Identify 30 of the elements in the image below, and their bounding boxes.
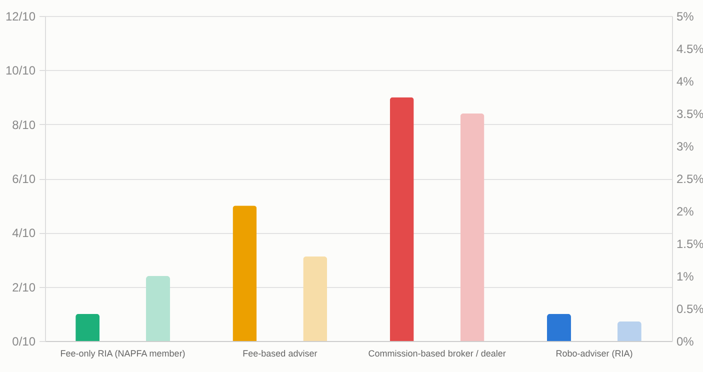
y-tick-label: 4/10 [12, 226, 36, 240]
bar [232, 206, 257, 341]
x-tick-label: Commission-based broker / dealer [368, 348, 506, 358]
y-tick-label: 8/10 [12, 118, 36, 132]
bar [617, 322, 642, 341]
y2-tick-label: 1% [676, 270, 694, 284]
bar [460, 114, 484, 341]
y-tick-label: 2/10 [12, 280, 36, 294]
bar [303, 256, 328, 341]
x-tick-label: Fee-only RIA (NAPFA member) [60, 348, 186, 358]
y-tick-label: 10/10 [5, 64, 36, 78]
y2-tick-label: 3% [676, 140, 694, 154]
bar [146, 276, 170, 341]
y2-tick-label: 1.5% [676, 237, 703, 251]
bar [546, 314, 571, 341]
x-tick-label: Robo-adviser (RIA) [556, 348, 633, 358]
y2-tick-label: 0% [676, 334, 694, 348]
y2-tick-label: 2% [676, 204, 694, 218]
y-tick-label: 6/10 [12, 172, 36, 186]
y2-tick-label: 0.5% [676, 302, 703, 316]
y-tick-label: 12/10 [5, 10, 36, 24]
bar [76, 314, 100, 341]
x-tick-label: Fee-based adviser [242, 348, 318, 358]
y2-tick-label: 2.5% [676, 172, 703, 186]
bar [390, 97, 414, 341]
y2-tick-label: 3.5% [676, 107, 703, 121]
y2-tick-label: 4% [676, 74, 694, 88]
y2-tick-label: 5% [676, 10, 694, 24]
y-tick-label: 0/10 [12, 334, 36, 348]
y2-tick-label: 4.5% [676, 42, 703, 56]
